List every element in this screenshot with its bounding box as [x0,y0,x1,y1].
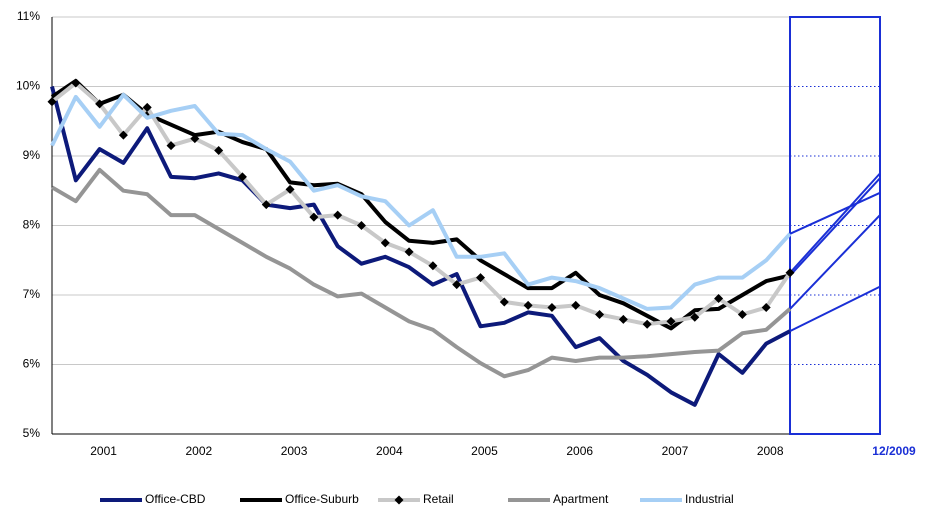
legend-label: Apartment [553,492,609,506]
point-marker [261,200,271,210]
point-marker [618,314,628,324]
y-tick-label: 11% [17,9,40,23]
x-tick-label: 2008 [757,444,784,458]
x-tick-label: 2001 [90,444,117,458]
y-tick-label: 9% [23,148,41,162]
point-marker [452,280,462,290]
point-marker [71,78,81,88]
forecast-line [789,172,881,274]
point-marker [642,319,652,329]
point-marker [309,212,319,222]
point-marker [380,238,390,248]
y-tick-label: 10% [16,79,40,93]
point-marker [404,247,414,257]
forecast-line [789,285,881,333]
y-tick-label: 5% [23,426,41,440]
point-marker [547,303,557,313]
x-tick-label: 2002 [185,444,212,458]
point-marker [785,268,795,278]
x-tick-label: 2003 [281,444,308,458]
legend-label: Retail [423,492,454,506]
forecast-line [789,177,881,277]
y-tick-label: 7% [23,287,41,301]
point-marker [761,303,771,313]
point-marker [714,293,724,303]
point-marker [690,312,700,322]
point-marker [285,184,295,194]
point-marker [737,309,747,319]
x-tick-label: 2007 [662,444,689,458]
point-marker [47,97,57,107]
point-marker [428,261,438,271]
point-marker [523,300,533,310]
point-marker [142,102,152,112]
forecast-label: 12/2009 [872,444,916,458]
series-line [50,167,792,379]
point-marker [95,99,105,109]
point-marker [190,134,200,144]
point-marker [333,210,343,220]
forecast-box [789,16,881,435]
legend-label: Office-CBD [145,492,206,506]
series-line [50,86,791,407]
legend-label: Industrial [685,492,734,506]
point-marker [571,300,581,310]
x-tick-label: 2006 [566,444,593,458]
point-marker [118,130,128,140]
point-marker [356,221,366,230]
x-tick-label: 2004 [376,444,403,458]
legend-label: Office-Suburb [285,492,359,506]
point-marker [595,309,605,319]
point-marker [499,297,509,307]
y-tick-label: 8% [23,218,41,232]
point-marker [237,172,247,182]
y-tick-label: 6% [23,357,41,371]
point-marker [666,316,676,326]
point-marker [214,145,224,155]
series-line [50,92,792,311]
series-line [50,78,791,331]
forecast-line [789,191,881,235]
x-tick-label: 2005 [471,444,498,458]
legend-marker [394,495,404,505]
forecast-line [789,214,881,310]
point-marker [476,273,486,283]
point-marker [166,141,176,151]
